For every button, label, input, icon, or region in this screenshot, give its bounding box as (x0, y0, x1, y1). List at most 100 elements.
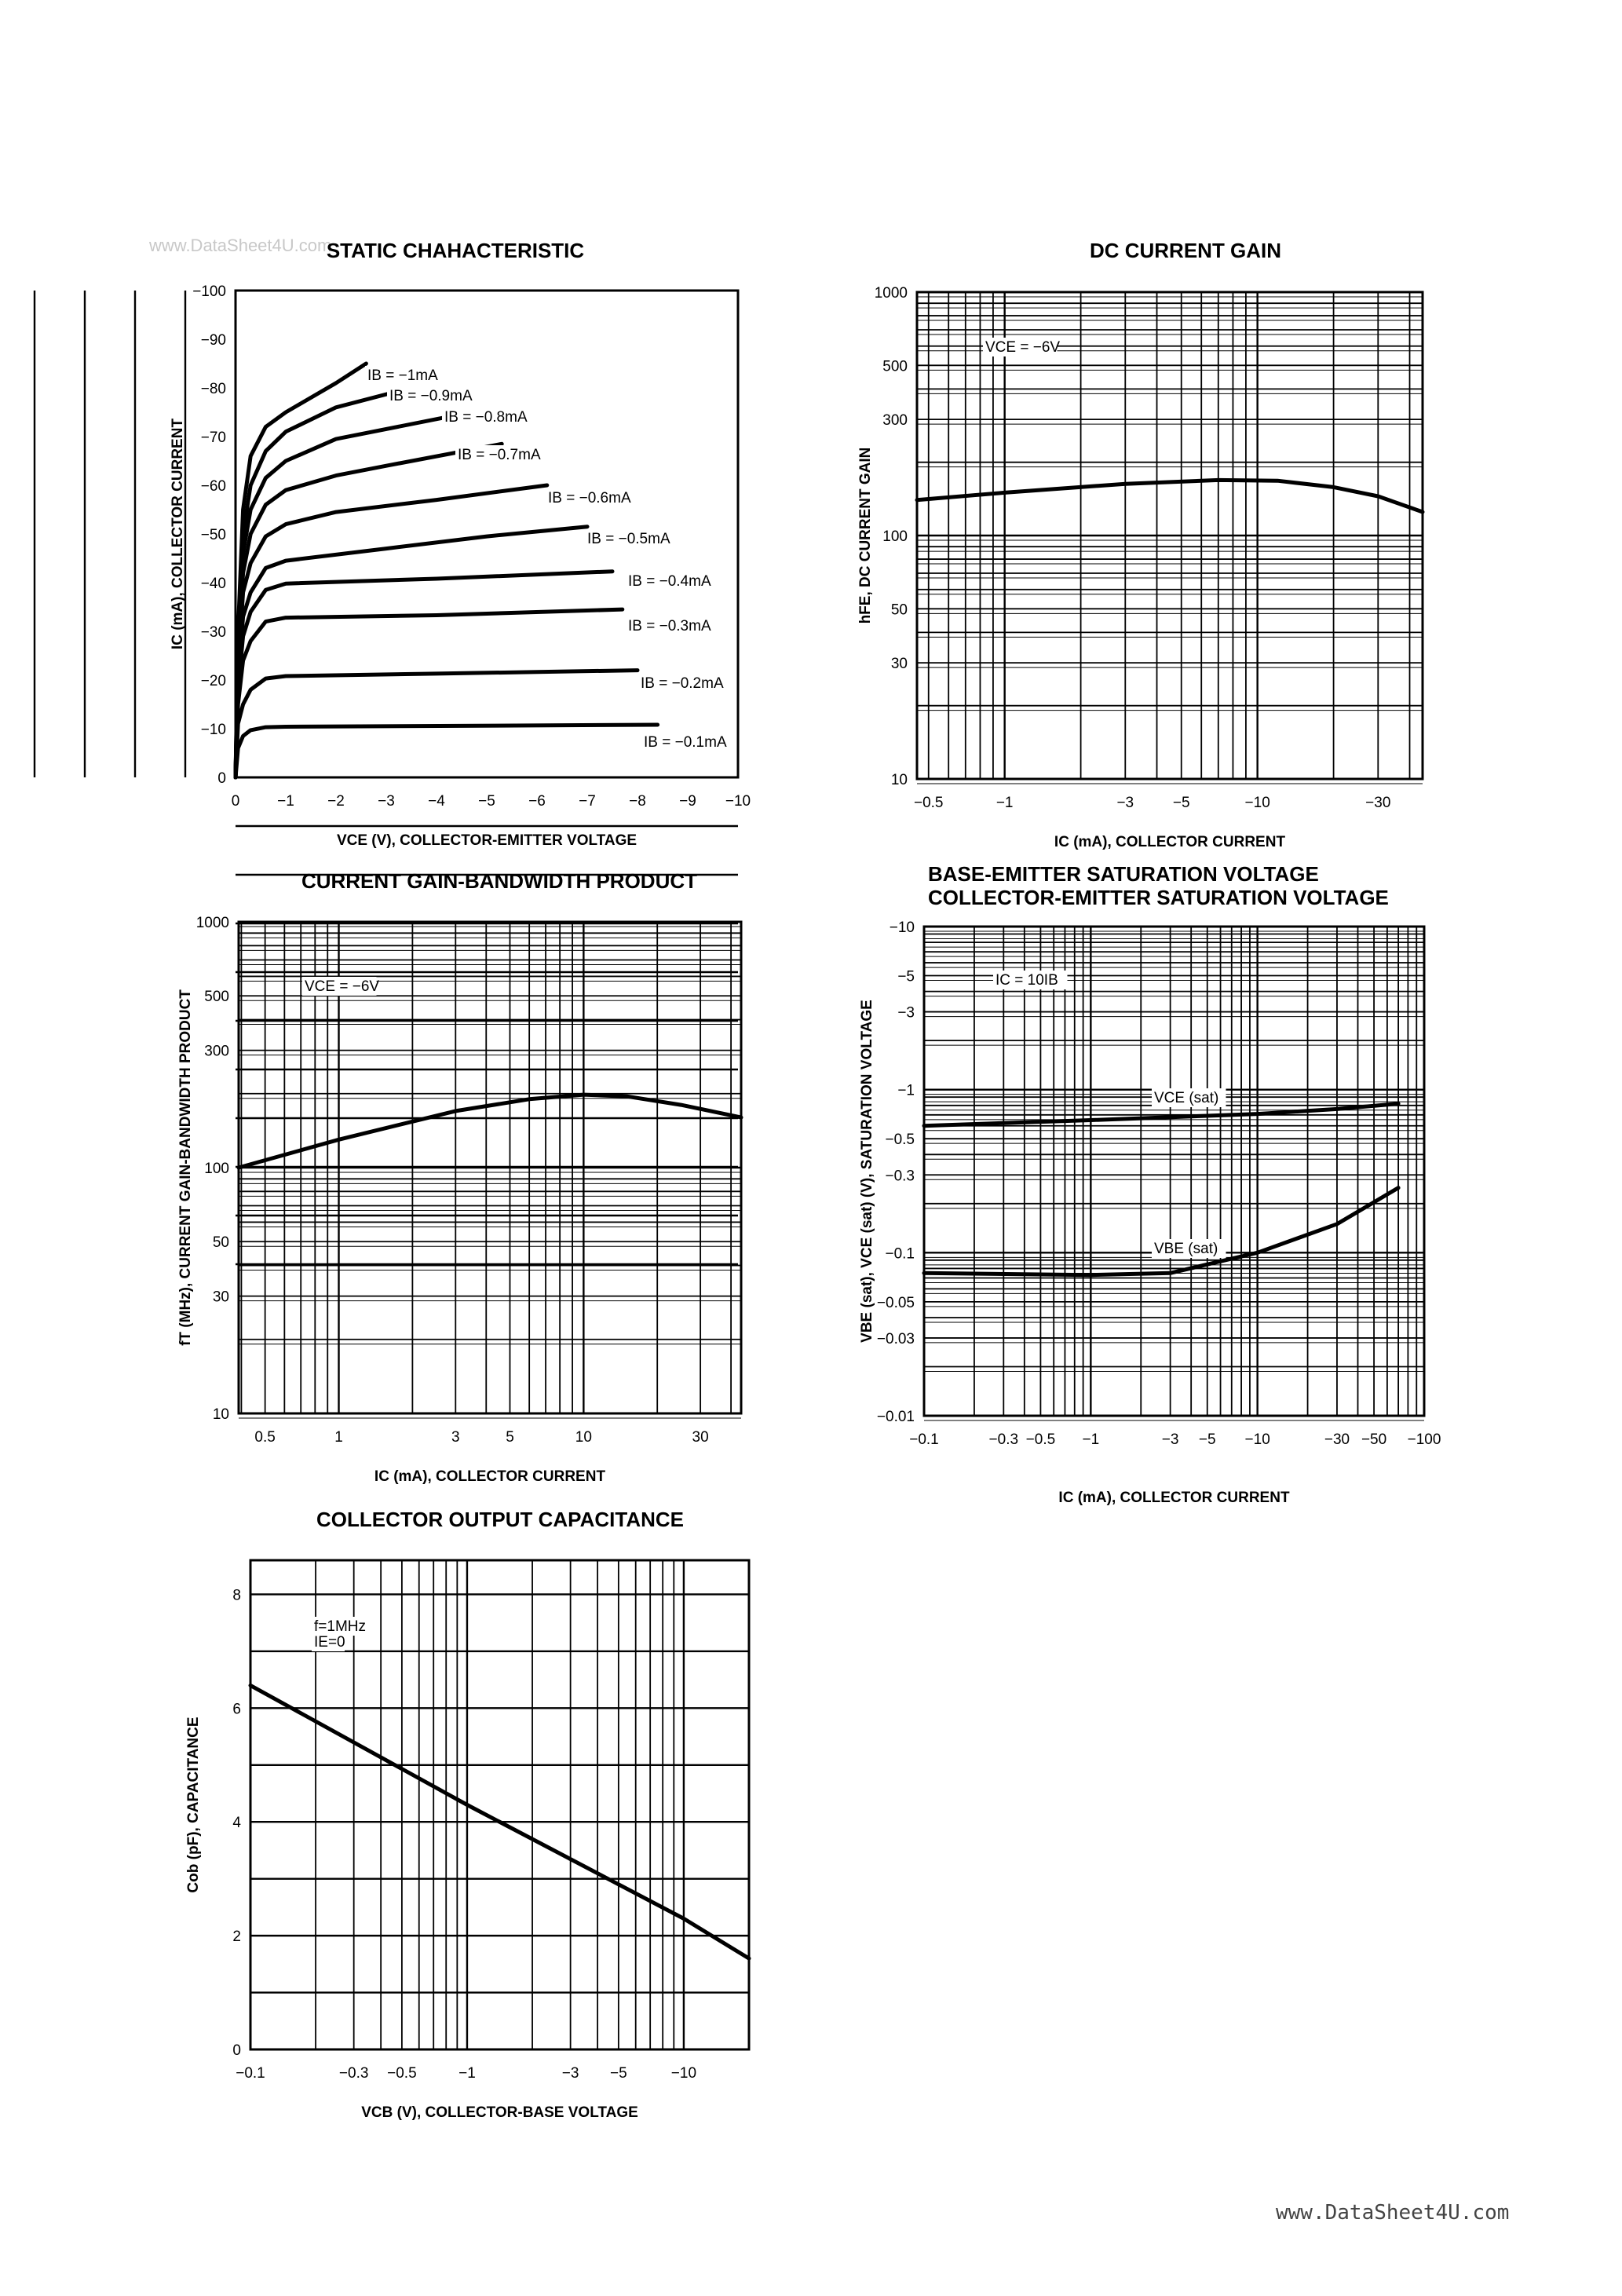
chart-5: −0.1 −0.3 −0.5 −1 −3 −5 −10 0 2 4 6 8 VCB (V), COLLE… (185, 1508, 751, 2121)
x-tick-label: −1 (458, 2065, 476, 2082)
series-label: IB = −0.2mA (641, 675, 724, 692)
x-tick-label: −5 (478, 793, 495, 810)
y-tick-label: −1 (897, 1083, 915, 1099)
y-tick-label: 0 (232, 2042, 241, 2059)
x-tick-label: −8 (629, 793, 646, 810)
x-tick-label: −5 (1173, 795, 1190, 811)
x-tick-label: 10 (575, 1429, 592, 1446)
series-line (233, 415, 449, 780)
label-background (641, 733, 732, 751)
chart-2: −0.5 −1 −3 −5 −10 −30 10 30 50 100 300 500 1000 IC (m… (857, 239, 1425, 850)
y-tick-label: −60 (201, 478, 226, 495)
x-tick-label: −30 (1324, 1431, 1350, 1448)
chart-annotation: f=1MHz (314, 1618, 366, 1635)
y-tick-label: 1000 (196, 915, 229, 931)
y-tick-label: −0.03 (877, 1331, 915, 1347)
y-tick-label: 1000 (875, 285, 908, 302)
series-label: IB = −1mA (367, 367, 438, 384)
y-tick-label: 4 (232, 1815, 241, 1831)
x-tick-label: −0.5 (1026, 1431, 1056, 1448)
chart-title: STATIC CHAHACTERISTIC (327, 239, 585, 262)
label-background (638, 674, 729, 693)
x-tick-label: −0.3 (339, 2065, 369, 2082)
y-tick-label: −70 (201, 430, 226, 446)
x-tick-label: −5 (1199, 1431, 1216, 1448)
y-tick-label: 8 (232, 1587, 241, 1603)
chart-title: DC CURRENT GAIN (1090, 239, 1281, 262)
y-tick-label: −30 (201, 624, 226, 641)
x-tick-label: −3 (1162, 1431, 1179, 1448)
y-tick-label: 10 (213, 1406, 229, 1423)
x-axis-label: VCE (V), COLLECTOR-EMITTER VOLTAGE (337, 832, 637, 849)
label-background (387, 386, 478, 405)
series-label: IB = −0.1mA (644, 734, 727, 751)
x-tick-label: −0.3 (989, 1431, 1019, 1448)
watermark-text: www.DataSheet4U.com (148, 236, 331, 255)
y-tick-label: −90 (201, 332, 226, 349)
x-tick-label: −30 (1365, 795, 1390, 811)
x-tick-label: −4 (428, 793, 445, 810)
y-tick-label: −10 (201, 722, 226, 738)
x-tick-label: −3 (562, 2065, 579, 2082)
series-line (233, 607, 625, 780)
x-tick-label: −7 (579, 793, 596, 810)
x-tick-label: −10 (1245, 1431, 1270, 1448)
series-line (915, 477, 1425, 514)
chart-title: COLLECTOR OUTPUT CAPACITANCE (316, 1508, 684, 1531)
chart-annotation: VCE = −6V (985, 339, 1060, 356)
label-background (442, 408, 533, 426)
chart-4: −0.1 −0.3 −0.5 −1 −3 −5 −10 −30 −50 −100 −0.01 −0.0… (859, 862, 1441, 1506)
x-tick-label: −6 (528, 793, 546, 810)
y-tick-label: 300 (882, 412, 908, 429)
x-tick-label: −3 (1116, 795, 1134, 811)
x-tick-label: −50 (1361, 1431, 1386, 1448)
x-tick-label: −0.5 (914, 795, 944, 811)
y-tick-label: 10 (891, 772, 908, 788)
y-axis-label: VBE (sat), VCE (sat) (V), SATURATION VOL… (859, 1000, 875, 1343)
label-background (585, 529, 676, 548)
x-axis-label: VCB (V), COLLECTOR-BASE VOLTAGE (361, 2104, 638, 2121)
x-tick-label: −0.5 (387, 2065, 417, 2082)
y-tick-label: 50 (213, 1234, 229, 1251)
plot-frame (922, 925, 1426, 1417)
x-tick-label: −1 (277, 793, 294, 810)
series-line (233, 525, 590, 780)
x-tick-label: −100 (1408, 1431, 1441, 1448)
x-tick-label: 1 (334, 1429, 343, 1446)
x-axis-label: IC (mA), COLLECTOR CURRENT (374, 1468, 606, 1485)
series-line (233, 668, 640, 780)
y-tick-label: −10 (890, 919, 915, 936)
series-line (233, 483, 550, 780)
x-axis-label: IC (mA), COLLECTOR CURRENT (1058, 1490, 1290, 1506)
footer-url: www.DataSheet4U.com (1276, 2201, 1509, 2225)
series-label: IB = −0.6mA (548, 490, 631, 506)
x-tick-label: 0.5 (254, 1429, 275, 1446)
plot-frame (915, 291, 1424, 781)
chart-title: CURRENT GAIN-BANDWIDTH PRODUCT (301, 869, 697, 893)
chart-3: 0.5 1 3 5 10 30 10 30 50 100 300 500 1000 IC (mA), CO… (177, 869, 743, 1485)
annotation-background (312, 1632, 345, 1651)
y-tick-label: 2 (232, 1929, 241, 1945)
annotation-background (983, 338, 1058, 356)
series-line (922, 1102, 1401, 1128)
y-tick-label: −80 (201, 381, 226, 397)
y-tick-label: 0 (217, 770, 226, 787)
y-tick-label: 300 (204, 1044, 229, 1060)
chart-annotation: IC = 10IB (995, 972, 1058, 989)
y-tick-label: 30 (891, 656, 908, 672)
series-line (236, 1092, 743, 1170)
label-background (365, 366, 440, 385)
x-tick-label: 0 (232, 793, 240, 810)
x-tick-label: −0.1 (909, 1431, 939, 1448)
y-tick-label: 100 (204, 1161, 229, 1177)
x-tick-label: −10 (671, 2065, 696, 2082)
x-axis-label: IC (mA), COLLECTOR CURRENT (1054, 834, 1286, 850)
series-line (248, 1683, 751, 1961)
label-background (1152, 1088, 1226, 1107)
series-label: IB = −0.7mA (458, 447, 541, 463)
x-tick-label: 30 (692, 1429, 709, 1446)
y-tick-label: −0.05 (877, 1295, 915, 1311)
y-tick-label: 6 (232, 1701, 241, 1717)
chart-title: BASE-EMITTER SATURATION VOLTAGE (928, 862, 1319, 886)
